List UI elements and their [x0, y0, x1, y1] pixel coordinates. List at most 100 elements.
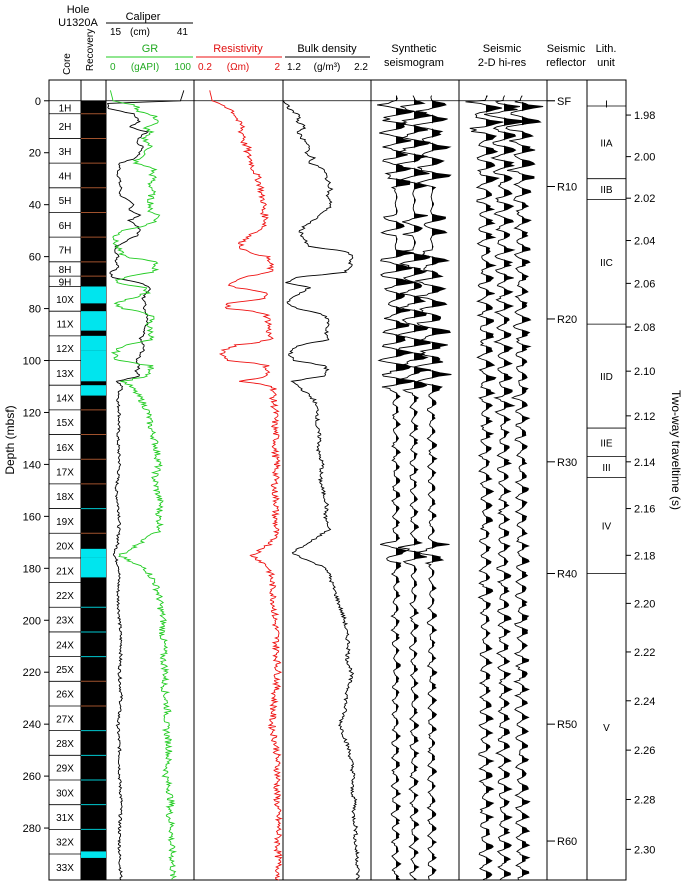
- density-curve: [283, 100, 360, 881]
- core-label: 29X: [56, 764, 74, 775]
- twt-tick-label: 2.28: [634, 794, 655, 806]
- core-label: 4H: [59, 171, 72, 182]
- twt-tick-label: 2.06: [634, 278, 655, 290]
- depth-tick-label: 40: [29, 200, 41, 212]
- seismic-trace: [465, 95, 504, 880]
- twt-tick-label: 2.22: [634, 647, 655, 659]
- lith-unit-label: IIC: [600, 258, 613, 269]
- core-label: 22X: [56, 591, 74, 602]
- density-min: 1.2: [287, 62, 301, 73]
- core-label: 14X: [56, 394, 74, 405]
- hole-id: U1320A: [58, 17, 98, 29]
- res-max: 2: [274, 62, 280, 73]
- twt-tick-label: 2.08: [634, 322, 655, 334]
- core-label: 25X: [56, 665, 74, 676]
- core-label: 21X: [56, 566, 74, 577]
- core-label: 5H: [59, 196, 72, 207]
- lith-unit-label: IID: [600, 372, 613, 383]
- depth-tick-label: 160: [23, 511, 41, 523]
- core-label: 20X: [56, 542, 74, 553]
- res-min: 0.2: [198, 62, 212, 73]
- core-label: 9H: [59, 277, 72, 288]
- core-label: 3H: [59, 147, 72, 158]
- reflector-label: R10: [557, 181, 577, 193]
- seismic-trace-fill: [486, 95, 504, 881]
- core-label: 18X: [56, 492, 74, 503]
- synthetic-trace-fill: [414, 95, 431, 881]
- plot-frame: [48, 79, 627, 881]
- lith-title-1: Lith.: [596, 43, 617, 55]
- reflector-label: R20: [557, 314, 577, 326]
- lith-title-2: unit: [597, 57, 615, 69]
- reflector-label: R60: [557, 836, 577, 848]
- core-label: 33X: [56, 863, 74, 874]
- depth-axis-label: Depth (mbsf): [3, 405, 17, 474]
- core-label: 17X: [56, 468, 74, 479]
- core-label: 13X: [56, 369, 74, 380]
- twt-tick-label: 2.20: [634, 598, 655, 610]
- twt-tick-label: 2.18: [634, 550, 655, 562]
- res-unit: (Ωm): [227, 62, 249, 73]
- core-label: 16X: [56, 443, 74, 454]
- core-label: 24X: [56, 640, 74, 651]
- recovery-gap: [81, 548, 106, 558]
- gr-max: 100: [174, 62, 191, 73]
- core-label: 1H: [59, 103, 72, 114]
- core-label: 2H: [59, 122, 72, 133]
- caliper-max: 41: [177, 27, 189, 38]
- caliper-unit: (cm): [130, 27, 150, 38]
- recovery-gap: [81, 851, 106, 858]
- core-label: 15X: [56, 418, 74, 429]
- gr-title: GR: [142, 43, 159, 55]
- core-label: 26X: [56, 690, 74, 701]
- core-label: 11X: [56, 320, 73, 331]
- plot-area: 0 20 40 60 80 100 120 140 160 180 200 220 240 260 280 1…: [23, 79, 655, 881]
- lith-unit-label: IIA: [600, 138, 613, 149]
- core-label: 8H: [59, 265, 72, 276]
- resistivity-curve: [209, 90, 283, 881]
- core-label: 10X: [56, 295, 74, 306]
- recovery-gap: [81, 385, 106, 396]
- synthetic-title-1: Synthetic: [391, 43, 437, 55]
- twt-tick-label: 2.26: [634, 745, 655, 757]
- core-label: 12X: [56, 344, 74, 355]
- seismic-title-1: Seismic: [483, 43, 522, 55]
- recovery-gap: [81, 286, 106, 304]
- core-label: 6H: [59, 221, 72, 232]
- lith-unit-label: IIB: [600, 185, 613, 196]
- lith-unit-label: I: [605, 99, 608, 110]
- density-title: Bulk density: [297, 43, 357, 55]
- twt-tick-label: 2.00: [634, 152, 655, 164]
- gr-min: 0: [110, 62, 116, 73]
- twt-axis-label: Two-way traveltime (s): [669, 390, 681, 510]
- depth-tick-label: 140: [23, 459, 41, 471]
- core-label: 23X: [56, 616, 74, 627]
- reflector-title-1: Seismic: [547, 43, 586, 55]
- reflector-label: R50: [557, 719, 577, 731]
- twt-tick-label: 2.14: [634, 457, 655, 469]
- depth-tick-label: 80: [29, 304, 41, 316]
- depth-tick-label: 100: [23, 356, 41, 368]
- twt-tick-label: 2.12: [634, 411, 655, 423]
- twt-tick-label: 2.24: [634, 696, 655, 708]
- synthetic-title-2: seismogram: [384, 57, 444, 69]
- caliper-min: 15: [110, 27, 122, 38]
- depth-tick-label: 0: [35, 96, 41, 108]
- density-max: 2.2: [354, 62, 368, 73]
- gr-curve: [109, 90, 178, 881]
- lith-unit-label: IIE: [600, 438, 613, 449]
- reflector-label: R30: [557, 457, 577, 469]
- density-unit: (g/m³): [314, 62, 341, 73]
- synthetic-trace-fill: [432, 95, 452, 881]
- depth-tick-label: 200: [23, 615, 41, 627]
- twt-tick-label: 1.98: [634, 110, 655, 122]
- twt-tick-label: 2.10: [634, 366, 655, 378]
- depth-tick-label: 280: [23, 823, 41, 835]
- depth-tick-label: 20: [29, 148, 41, 160]
- recovery-gap: [81, 557, 106, 578]
- caliper-title: Caliper: [126, 11, 161, 23]
- lith-unit-label: III: [602, 463, 610, 474]
- depth-tick-label: 260: [23, 771, 41, 783]
- reflector-label: R40: [557, 569, 577, 581]
